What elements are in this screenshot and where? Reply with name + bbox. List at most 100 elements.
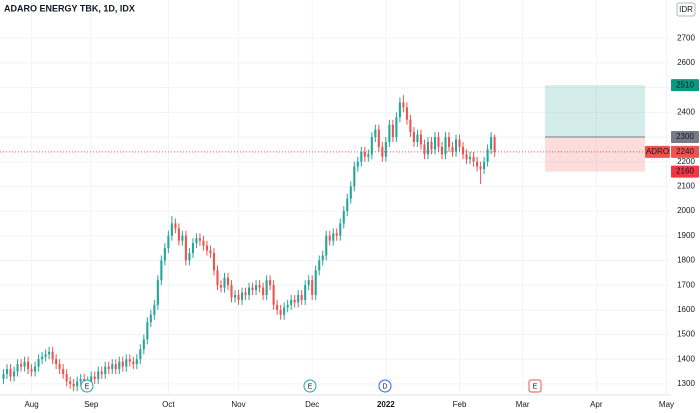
chart-title: ADARO ENERGY TBK, 1D, IDX: [4, 3, 135, 13]
candle-body: [262, 287, 265, 296]
last-price-label: 2240: [676, 147, 694, 156]
candle-body: [65, 374, 68, 382]
candle-body: [48, 351, 51, 355]
candle-body: [233, 295, 237, 298]
candle-body: [297, 295, 300, 303]
candle-body: [240, 292, 244, 300]
candle-body: [314, 270, 317, 296]
target-label: 2510: [676, 80, 694, 89]
candle-body: [16, 364, 19, 372]
candle-body: [41, 356, 44, 360]
candle-body: [360, 151, 363, 162]
candle-body: [304, 285, 307, 300]
candle-body: [139, 349, 142, 360]
candle-body: [395, 117, 398, 138]
candle-body: [191, 243, 194, 254]
candle-body: [384, 141, 387, 157]
plot: [0, 85, 670, 392]
candle-body: [419, 134, 422, 145]
candle-body: [391, 124, 394, 138]
last-price-badge: [671, 145, 699, 158]
y-tick-label: 2400: [677, 107, 695, 116]
candle-body: [90, 376, 93, 382]
candle-body: [318, 260, 321, 271]
stop-badge: [671, 165, 699, 178]
candle-body: [156, 280, 159, 305]
x-tick-label: Mar: [516, 400, 530, 409]
y-tick-label: 1900: [677, 231, 695, 240]
candle-body: [226, 277, 230, 286]
candle-body: [146, 322, 149, 340]
candle-body: [307, 280, 310, 286]
candle-body: [286, 304, 289, 308]
candle-body: [374, 129, 377, 138]
candle-body: [405, 107, 408, 120]
candle-body: [451, 146, 454, 152]
candle-body: [9, 369, 12, 377]
candle-body: [114, 364, 117, 370]
candle-body: [493, 137, 496, 152]
candle-body: [184, 235, 187, 261]
event-label: E: [85, 383, 90, 390]
candle-body: [381, 146, 384, 157]
x-tick-label: May: [659, 400, 674, 409]
candle-body: [332, 233, 335, 241]
candle-body: [23, 361, 26, 367]
candle-body: [237, 295, 240, 300]
candle-body: [167, 235, 170, 249]
candle-body: [104, 366, 107, 375]
event-label: E: [533, 383, 538, 390]
target-badge: [671, 79, 699, 92]
candle-body: [479, 166, 482, 170]
x-tick-label: Apr: [590, 400, 603, 409]
candle-body: [149, 314, 152, 323]
y-tick-label: 1400: [677, 354, 695, 363]
candle-body: [121, 361, 124, 367]
candle-body: [244, 292, 247, 296]
candle-body: [430, 141, 433, 150]
candle-body: [79, 378, 82, 382]
candle-body: [377, 129, 380, 147]
candle-body: [269, 280, 272, 286]
candle-body: [142, 339, 145, 350]
candle-body: [37, 359, 40, 367]
candle-body: [128, 359, 131, 362]
candle-body: [12, 371, 16, 377]
candle-body: [170, 223, 173, 236]
candle-body: [388, 124, 391, 142]
candle-body: [2, 374, 5, 379]
symbol-label: ADRO: [646, 147, 669, 156]
candle-body: [276, 304, 279, 310]
candle-body: [335, 233, 338, 236]
x-tick-label: Nov: [231, 400, 245, 409]
candle-body: [423, 144, 426, 155]
candle-body: [230, 285, 233, 298]
candle-body: [483, 161, 486, 170]
candle-body: [76, 381, 79, 387]
event-marker: [303, 379, 317, 393]
event-marker: [80, 379, 94, 393]
x-tick-label: Feb: [453, 400, 467, 409]
candle-body: [219, 285, 223, 288]
candle-body: [34, 366, 37, 372]
y-tick-label: 2700: [677, 33, 695, 42]
candle-body: [346, 198, 349, 212]
candle-body: [398, 102, 401, 118]
candle-body: [444, 137, 447, 155]
x-tick-label: 2022: [377, 400, 395, 409]
candle-body: [153, 304, 156, 315]
candle-body: [30, 369, 33, 372]
candle-body: [51, 351, 54, 360]
candle-body: [454, 139, 458, 152]
candle-body: [125, 359, 128, 367]
candle-body: [416, 134, 419, 142]
entry-badge: [671, 131, 699, 144]
candle-body: [55, 359, 58, 365]
currency-box: [676, 2, 696, 17]
candle-body: [437, 137, 440, 147]
event-label: D: [382, 383, 387, 390]
candle-body: [476, 161, 479, 167]
y-tick-label: 2000: [677, 206, 695, 215]
axis-background: [670, 0, 700, 413]
